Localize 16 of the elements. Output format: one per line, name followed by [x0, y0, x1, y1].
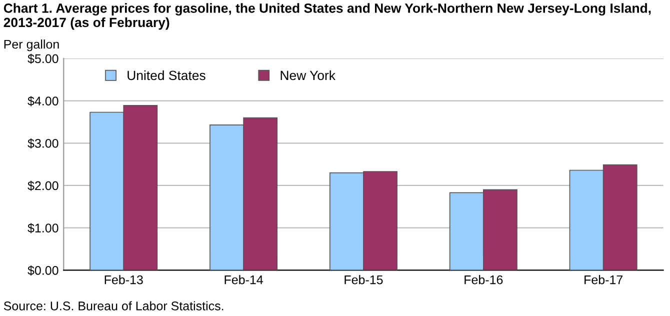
y-tick-label: $4.00	[28, 96, 58, 106]
legend-label: United States	[128, 70, 206, 80]
y-tick-label: $5.00	[28, 54, 58, 64]
x-tick-label: Feb-15	[344, 275, 383, 284]
x-tick-label: Feb-13	[104, 275, 143, 284]
y-axis-title: Per gallon	[4, 40, 59, 52]
chart-title: Chart 1. Average prices for gasoline, the United States and New York-Northern New Jersey-Long Island, 2013-2017 (as of February)	[4, 3, 651, 30]
legend-label: New York	[280, 70, 336, 80]
x-tick-label: Feb-14	[224, 275, 263, 284]
x-tick-label: Feb-17	[584, 275, 623, 284]
x-tick-label: Feb-16	[464, 275, 503, 284]
source-note: Source: U.S. Bureau of Labor Statistics.	[4, 301, 224, 310]
y-tick-label: $2.00	[28, 180, 58, 191]
y-tick-label: $3.00	[28, 138, 58, 149]
y-tick-label: $0.00	[28, 265, 58, 276]
y-tick-label: $1.00	[28, 223, 58, 234]
